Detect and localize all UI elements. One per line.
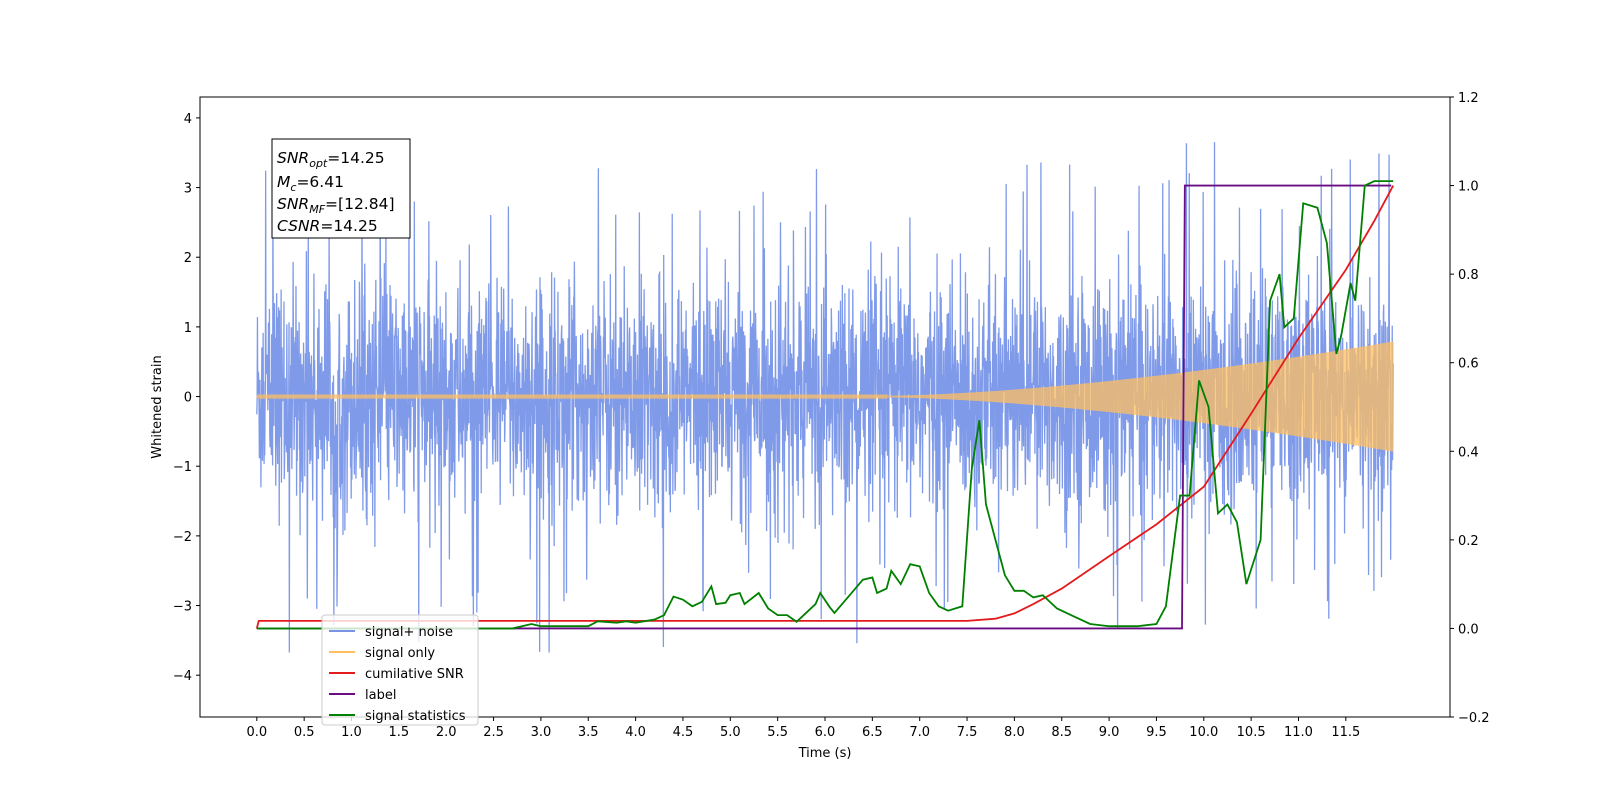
x-tick-label: 6.0 [815,725,836,740]
x-tick-label: 3.0 [531,725,552,740]
annotation-mc: Mc=6.41 [277,173,344,194]
legend-entry: cumilative SNR [365,667,464,682]
y-tick-label: 0 [184,391,192,406]
y-tick-label: −2 [173,530,192,545]
x-tick-label: 0.5 [294,725,315,740]
y-axis-left: −4 −3 −2 −1 0 1 2 3 4 [173,112,200,684]
y-tick-label: −4 [173,669,192,684]
y2-tick-label: 0.2 [1458,534,1479,549]
legend: signal+ noise signal only cumilative SNR la… [321,614,479,726]
x-tick-label: 1.5 [389,725,410,740]
x-tick-label: 8.5 [1051,725,1072,740]
x-tick-label: 6.5 [862,725,883,740]
x-tick-label: 2.5 [483,725,504,740]
y-tick-label: −3 [173,600,192,615]
legend-entry: signal statistics [365,709,466,724]
x-tick-label: 5.0 [720,725,741,740]
y2-tick-label: 0.6 [1458,357,1479,372]
x-tick-label: 3.5 [578,725,599,740]
y2-tick-label: 1.0 [1458,180,1479,195]
y-tick-label: 4 [184,112,192,127]
x-tick-label: 4.0 [625,725,646,740]
y-tick-label: 2 [184,251,192,266]
annotation-csnr: CSNR=14.25 [277,217,378,235]
x-axis-label: Time (s) [798,746,852,761]
x-tick-label: 0.0 [246,725,267,740]
y-tick-label: −1 [173,460,192,475]
y2-tick-label: 0.8 [1458,268,1479,283]
y2-tick-label: 0.0 [1458,622,1479,637]
series-line-4 [256,180,1394,630]
legend-entry: label [365,688,396,703]
y-tick-label: 1 [184,321,192,336]
x-tick-label: 4.5 [673,725,694,740]
x-tick-label: 1.0 [341,725,362,740]
y-axis-right: −0.2 0.0 0.2 0.4 0.6 0.8 1.0 1.2 [1450,91,1490,726]
y2-tick-label: 0.4 [1458,445,1479,460]
x-tick-label: 11.0 [1284,725,1313,740]
x-tick-label: 10.0 [1189,725,1218,740]
y-tick-label: 3 [184,182,192,197]
series-signal-noise-line [256,141,1394,653]
x-tick-label: 9.5 [1146,725,1167,740]
series-line-3 [256,184,1392,630]
series-line-2 [255,185,1394,629]
series-layer [255,141,1394,653]
x-tick-label: 8.0 [1004,725,1025,740]
x-tick-label: 7.0 [909,725,930,740]
legend-entry: signal+ noise [365,625,453,640]
y-axis-label: Whitened strain [150,355,165,458]
y2-tick-label: 1.2 [1458,91,1479,106]
x-tick-label: 11.5 [1331,725,1360,740]
annotation-snr-opt: SNRopt=14.25 [277,149,385,170]
annotation-snr-mf: SNRMF=[12.84] [277,195,395,216]
x-axis: 0.0 0.5 1.0 1.5 2.0 2.5 3.0 3.5 4.0 4.5 5.0 5.5 6.0 6… [246,717,1360,740]
x-tick-label: 2.0 [436,725,457,740]
legend-entry: signal only [365,646,435,661]
x-tick-label: 5.5 [767,725,788,740]
annotation-box: SNRopt=14.25 Mc=6.41 SNRMF=[12.84] CSNR=… [271,138,411,239]
y2-tick-label: −0.2 [1458,711,1490,726]
x-tick-label: 7.5 [957,725,978,740]
series-signal-only-line [256,341,1394,452]
x-tick-label: 9.0 [1099,725,1120,740]
x-tick-label: 10.5 [1237,725,1266,740]
